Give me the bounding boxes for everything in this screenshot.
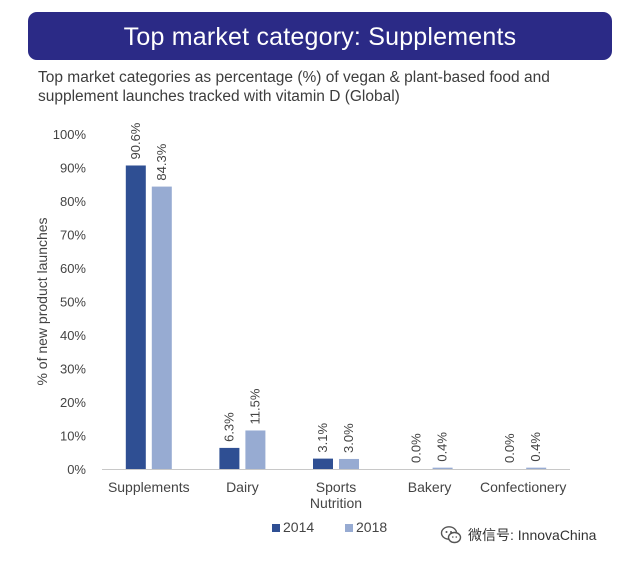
y-tick-label: 40%: [60, 328, 86, 343]
bar-value-label: 90.6%: [128, 122, 143, 159]
y-tick-label: 30%: [60, 362, 86, 377]
y-tick-label: 20%: [60, 395, 86, 410]
wechat-icon: [440, 526, 462, 544]
y-tick-label: 100%: [53, 127, 87, 142]
watermark: 微信号: InnovaChina: [440, 524, 596, 546]
x-tick-label: Dairy: [226, 479, 259, 495]
y-tick-label: 10%: [60, 429, 86, 444]
bar-value-label: 0.4%: [528, 432, 543, 462]
y-tick-label: 90%: [60, 161, 86, 176]
bar-2014: [313, 458, 333, 469]
x-tick-label: Sports: [316, 479, 356, 495]
x-tick-label: Bakery: [408, 479, 452, 495]
bar-2018: [151, 186, 172, 469]
bar-value-label: 11.5%: [247, 388, 262, 424]
page-title: Top market category: Supplements: [123, 23, 517, 51]
title-banner: Top market category: Supplements: [28, 12, 612, 60]
bar-2014: [125, 165, 146, 470]
subtitle-line-2: supplement launches tracked with vitamin…: [38, 88, 400, 105]
y-tick-label: 70%: [60, 228, 86, 243]
bar-2018: [245, 430, 266, 469]
y-tick-label: 60%: [60, 261, 86, 276]
bar-2018: [526, 467, 547, 469]
bar-2014: [219, 447, 240, 469]
bar-value-label: 3.1%: [315, 423, 330, 453]
legend-label-2018: 2018: [356, 519, 387, 535]
y-tick-label: 0%: [67, 462, 86, 477]
legend-swatch-2014: [272, 524, 280, 532]
bar-value-label: 3.0%: [341, 423, 356, 453]
x-tick-label: Confectionery: [480, 479, 566, 495]
subtitle-line-1: Top market categories as percentage (%) …: [38, 69, 550, 86]
x-tick-label: Nutrition: [310, 495, 362, 511]
bar-value-label: 6.3%: [221, 412, 236, 442]
chart-subtitle: Top market categories as percentage (%) …: [38, 68, 618, 106]
bar-2018: [339, 458, 359, 469]
y-axis-label: % of new product launches: [34, 217, 50, 385]
bar-value-label: 0.0%: [409, 433, 424, 463]
bar-value-label: 0.4%: [435, 432, 450, 462]
legend-label-2014: 2014: [283, 519, 314, 535]
legend-swatch-2018: [345, 524, 353, 532]
watermark-text: 微信号: InnovaChina: [468, 527, 597, 543]
bar-2018: [432, 467, 453, 469]
y-tick-label: 50%: [60, 295, 86, 310]
x-tick-label: Supplements: [108, 479, 190, 495]
bar-value-label: 0.0%: [502, 433, 517, 463]
y-tick-label: 80%: [60, 194, 86, 209]
bar-value-label: 84.3%: [154, 143, 169, 180]
